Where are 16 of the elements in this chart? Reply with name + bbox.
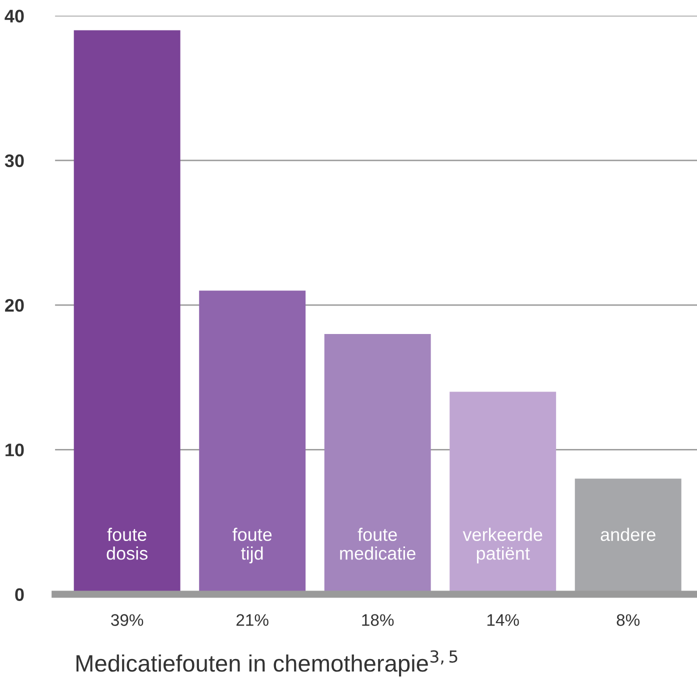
x-tick-label: foute dosis xyxy=(106,528,148,560)
data-label: 14% xyxy=(487,614,519,626)
y-tick-label: 10 xyxy=(6,444,24,456)
data-label: 21% xyxy=(236,614,268,626)
x-tick-label: foute medicatie xyxy=(340,528,416,560)
y-tick-label: 20 xyxy=(5,298,24,312)
text: Medicatiefouten in chemotherapie$^{3,5}$ xyxy=(76,650,458,676)
y-tick-label: 40 xyxy=(4,10,24,23)
x-tick-label: foute tijd xyxy=(232,528,272,564)
data-label: 39% xyxy=(111,614,144,626)
x-tick-label: andere xyxy=(600,528,656,541)
data-label: 8% xyxy=(616,614,640,626)
x-tick-label: verkeerde patiënt xyxy=(462,528,542,564)
y-tick-label: 0 xyxy=(15,588,24,601)
y-tick-label: 30 xyxy=(4,154,24,168)
data-label: 18% xyxy=(362,614,394,626)
